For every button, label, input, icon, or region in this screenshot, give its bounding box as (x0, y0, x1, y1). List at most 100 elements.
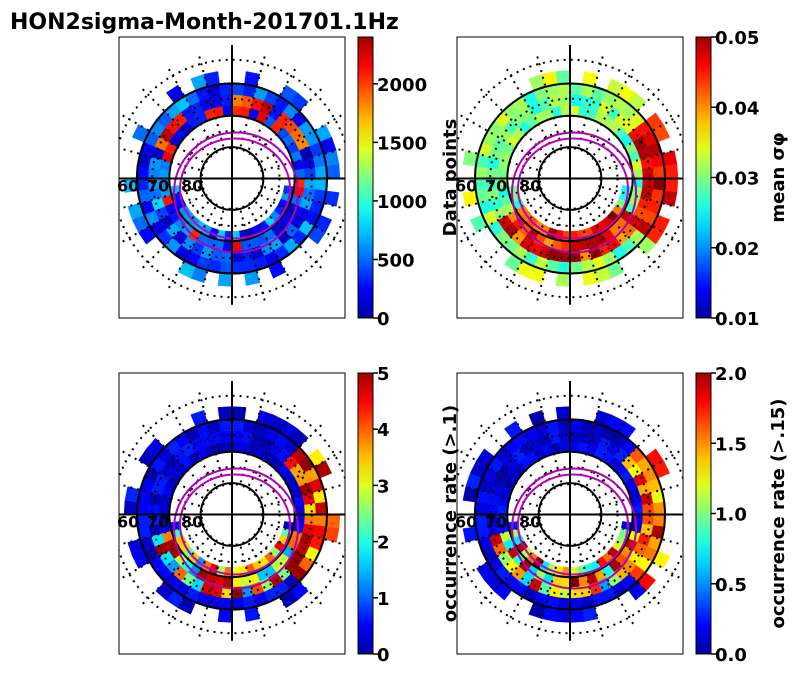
heatmap-cell (220, 94, 233, 107)
meridian-dotted-line (457, 483, 539, 507)
colorbar-tick-label: 1 (377, 589, 390, 610)
heatmap-cell (231, 240, 242, 252)
colorbar-tick-label: 0.02 (715, 239, 759, 260)
meridian-dotted-line (577, 54, 605, 147)
meridian-dotted-line (140, 423, 210, 492)
meridian-dotted-line (601, 147, 683, 171)
map-panel-top-right: 60 70 80 0.01 0.02 0.03 0.04 0.05 mean σφ (455, 28, 789, 330)
colorbar-gradient (357, 36, 374, 319)
heatmap-cell (558, 94, 571, 107)
colorbar-tick-label: 2 (377, 533, 390, 554)
heatmap-cell (304, 503, 317, 515)
meridian-dotted-line (577, 210, 605, 303)
panel-frame (456, 372, 684, 655)
meridian-dotted-line (458, 194, 542, 244)
colorbar-label: occurrence rate (>.15) (768, 399, 789, 629)
heatmap-cell (124, 486, 140, 503)
heatmap-cell (560, 441, 571, 453)
colorbar-gradient (695, 36, 712, 319)
colorbar: 0 1 2 3 4 5 occurrence rate (>.1) (357, 364, 461, 666)
meridian-dotted-line (119, 483, 201, 507)
auroral-oval-outer (173, 131, 299, 254)
meridian-dotted-line (598, 194, 682, 244)
heatmap-cell (222, 576, 233, 588)
meridian-dotted-line (478, 537, 548, 606)
meridian-dotted-line (239, 54, 267, 147)
colorbar-gradient (695, 372, 712, 655)
colorbar-tick-label: 500 (377, 250, 415, 271)
heatmap-cell (217, 406, 233, 420)
meridian-dotted-line (263, 522, 345, 546)
meridian-dotted-line (601, 186, 683, 210)
auroral-oval-inner (179, 473, 291, 576)
heatmap-cell (231, 441, 242, 453)
latitude-label: 70 (485, 177, 507, 196)
meridian-dotted-line (167, 66, 217, 151)
heatmap-cell (326, 164, 341, 179)
heatmap-cell (244, 270, 261, 286)
meridian-dotted-line (505, 542, 555, 627)
heatmap-cell (642, 514, 655, 526)
colorbar-tick-label: 0.5 (715, 575, 747, 596)
latitude-label: 80 (519, 177, 541, 196)
colorbar-label: occurrence rate (>.1) (440, 405, 461, 622)
colorbar-tick-label: 1000 (377, 192, 427, 213)
meridian-dotted-line (247, 542, 297, 627)
meridian-dotted-line (260, 194, 344, 244)
heatmap-cell (244, 606, 261, 622)
heatmap-cell (217, 609, 233, 623)
heatmap-cell (560, 105, 571, 117)
heatmap-cell (569, 240, 580, 252)
colorbar-tick-label: 0 (377, 309, 390, 330)
latitude-label: 70 (147, 177, 169, 196)
colorbar-tick-label: 2.0 (715, 364, 747, 385)
heatmap-cell (304, 178, 317, 190)
map-panel-top-left: 60 70 80 0 500 1000 1500 2000 Data points (117, 36, 461, 330)
colorbar-tick-label: 1500 (377, 133, 427, 154)
heatmap-cell (662, 150, 678, 167)
heatmap-cell (304, 514, 317, 526)
colorbar-tick-label: 1.5 (715, 434, 747, 455)
heatmap-cell (582, 606, 599, 622)
map-grid (119, 45, 345, 307)
heatmap-cell (304, 167, 317, 179)
colorbar-tick-label: 0.04 (715, 98, 759, 119)
meridian-dotted-line (167, 206, 217, 291)
heatmap-cell (555, 406, 571, 420)
colorbar-tick-label: 0.01 (715, 309, 759, 330)
heatmap-cell (664, 164, 679, 179)
map-grid (457, 381, 683, 643)
heatmap-cell (222, 240, 233, 252)
meridian-dotted-line (120, 530, 204, 580)
latitude-label: 60 (117, 177, 139, 196)
meridian-dotted-line (478, 87, 548, 156)
meridian-dotted-line (119, 522, 201, 546)
meridian-dotted-line (505, 206, 555, 291)
meridian-dotted-line (167, 542, 217, 627)
meridian-dotted-line (457, 522, 539, 546)
colorbar: 0 500 1000 1500 2000 Data points (357, 36, 461, 330)
meridian-dotted-line (254, 423, 324, 492)
meridian-dotted-line (263, 186, 345, 210)
meridian-dotted-line (505, 66, 555, 151)
heatmap-cell (222, 441, 233, 453)
heatmap-cell (560, 240, 571, 252)
colorbar-tick-label: 1.0 (715, 505, 747, 526)
meridian-dotted-line (535, 210, 563, 303)
meridian-dotted-line (239, 390, 267, 483)
meridian-dotted-line (535, 390, 563, 483)
meridian-dotted-line (263, 147, 345, 171)
heatmap-cell (222, 105, 233, 117)
auroral-oval-inner (179, 137, 291, 240)
heatmap-cell (560, 576, 571, 588)
meridian-dotted-line (239, 210, 267, 303)
meridian-dotted-line (601, 522, 683, 546)
panel-frame (456, 36, 684, 319)
colorbar-tick-label: 0.05 (715, 28, 759, 49)
meridian-dotted-line (260, 530, 344, 580)
meridian-dotted-line (577, 390, 605, 483)
latitude-label: 60 (455, 177, 477, 196)
map-grid (457, 45, 683, 307)
meridian-dotted-line (478, 423, 548, 492)
latitude-label: 80 (181, 177, 203, 196)
